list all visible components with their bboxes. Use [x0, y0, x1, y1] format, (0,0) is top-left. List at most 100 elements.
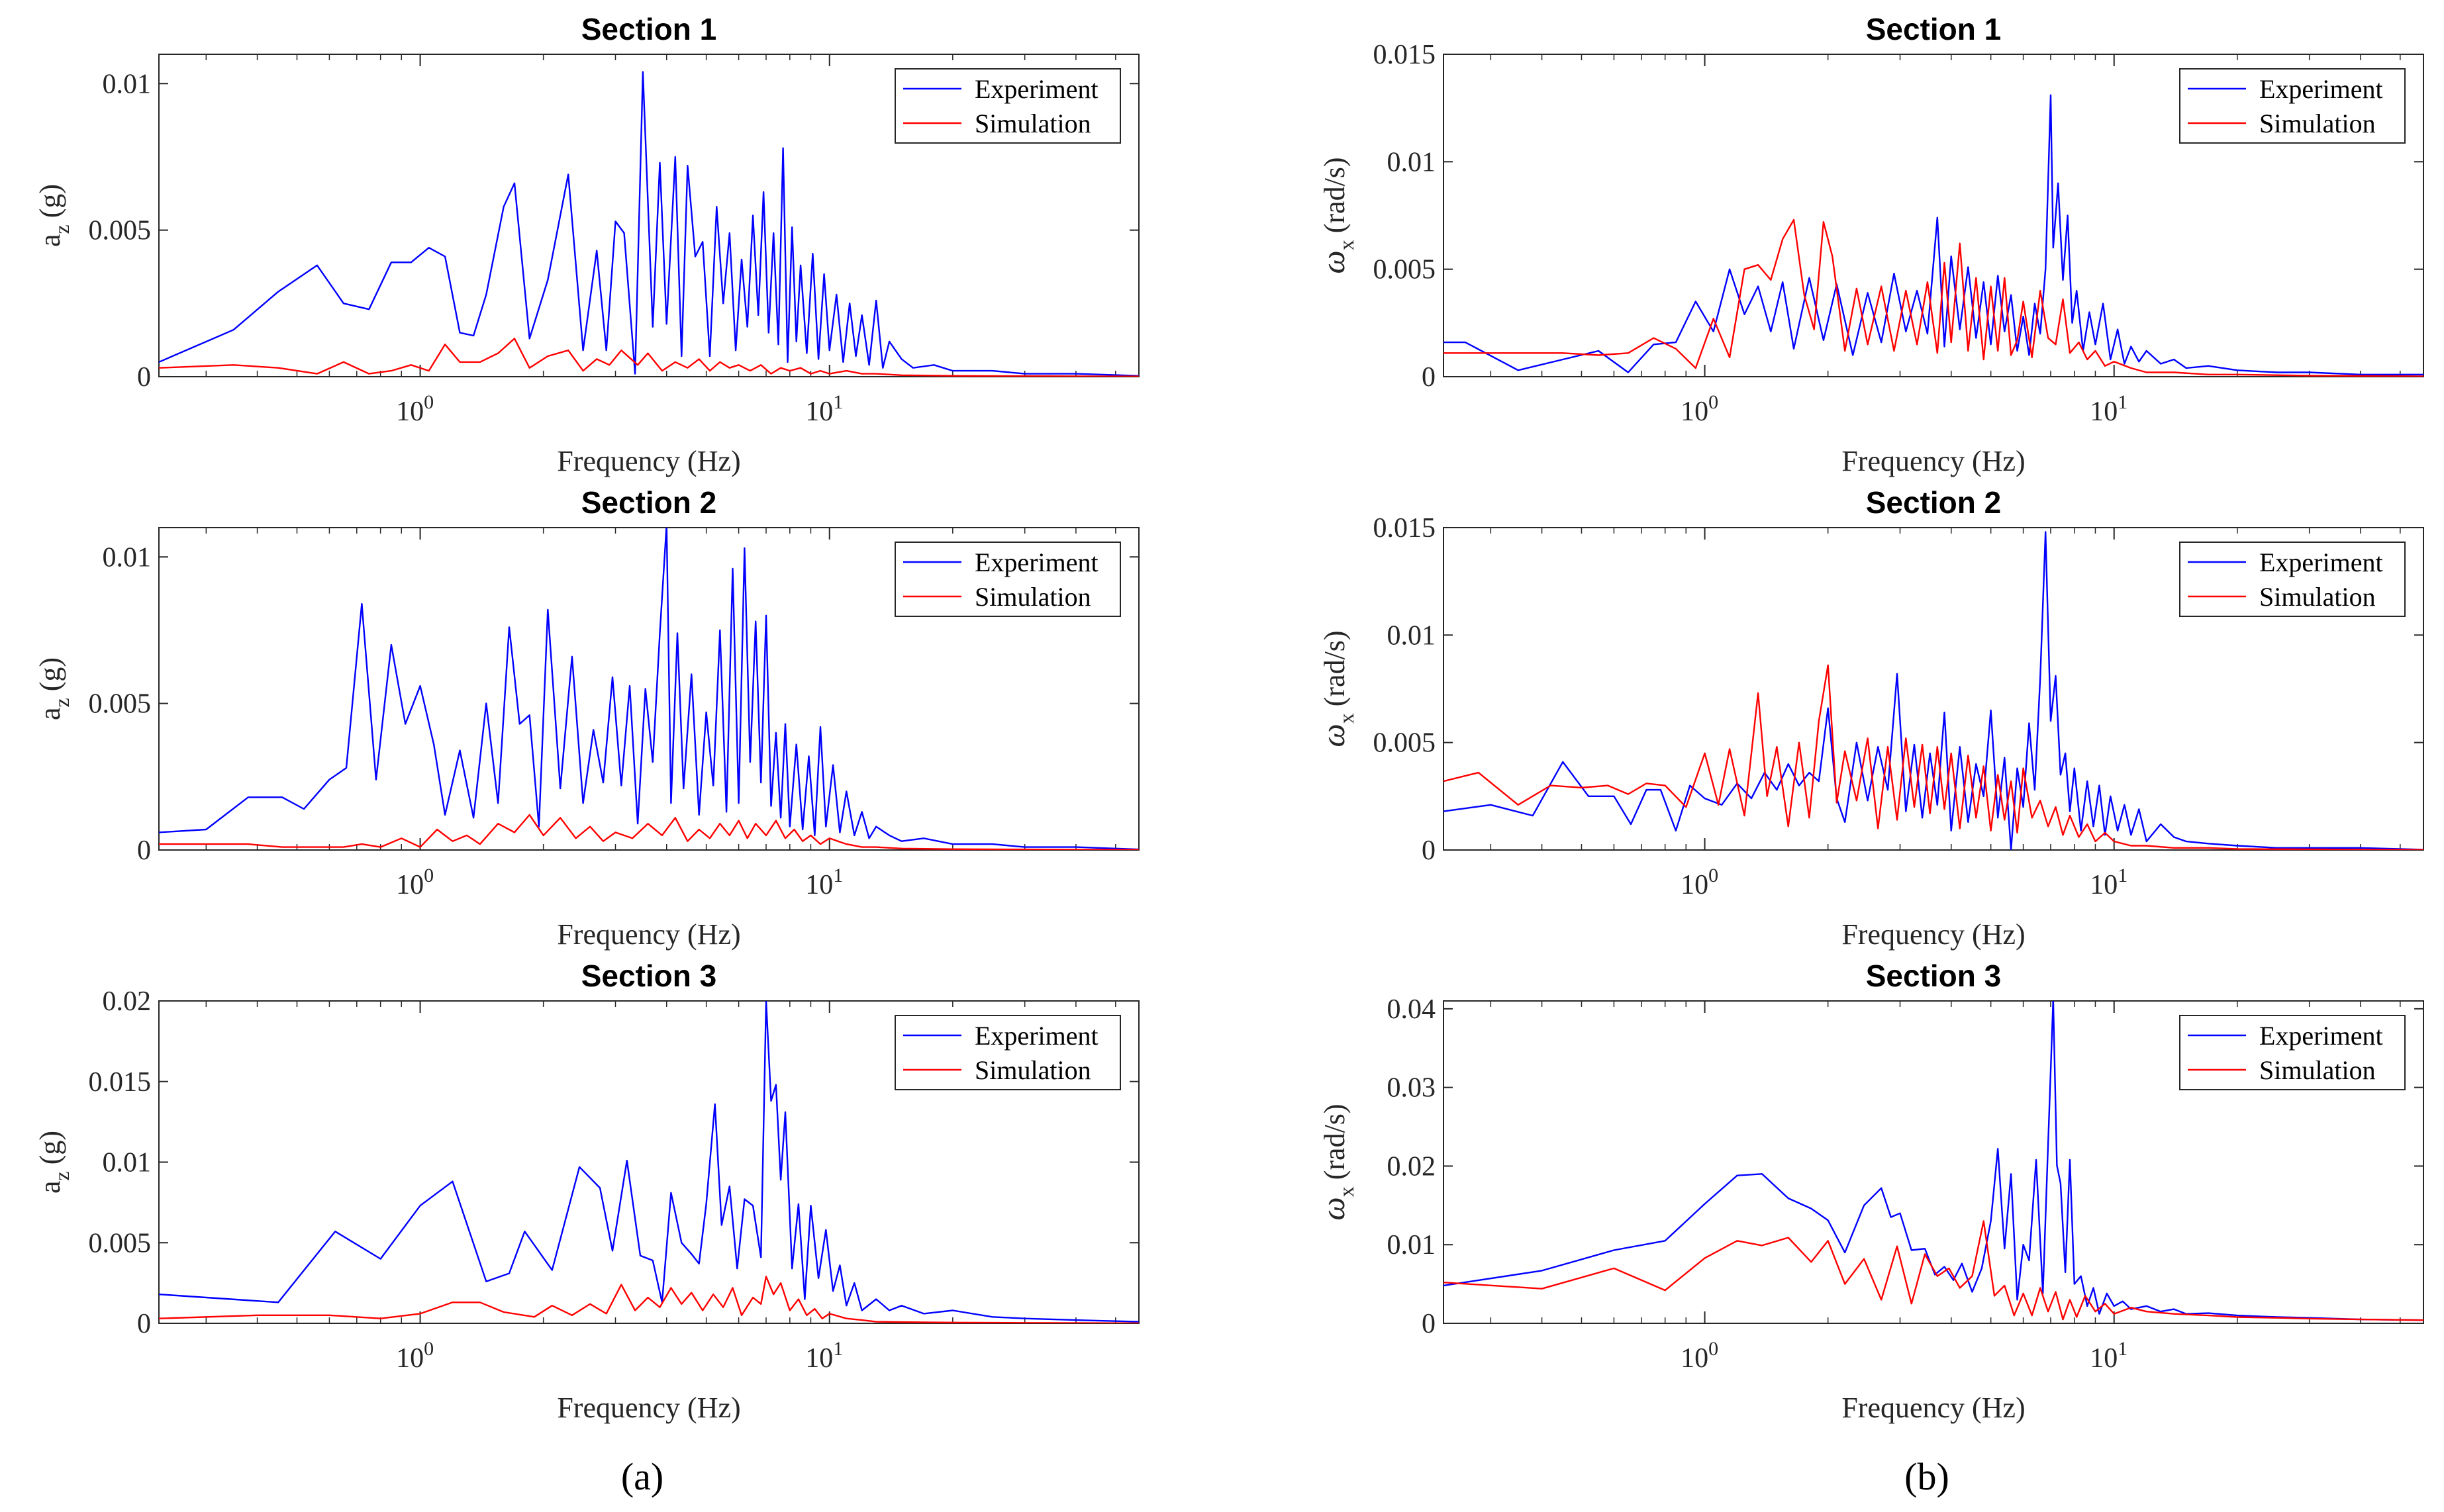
legend-label-experiment: Experiment: [2259, 547, 2383, 577]
y-tick-label: 0: [1422, 362, 1436, 393]
y-tick-label: 0.02: [1387, 1151, 1436, 1182]
chart-title: Section 2: [581, 485, 717, 520]
series-line-simulation: [1443, 1220, 2423, 1321]
x-axis-label: Frequency (Hz): [1841, 1392, 2025, 1424]
y-tick-label: 0.03: [1387, 1073, 1436, 1104]
y-tick-label: 0: [1422, 835, 1436, 866]
y-tick-label: 0.04: [1387, 994, 1436, 1025]
x-axis-label: Frequency (Hz): [1841, 918, 2025, 951]
legend-box: [895, 68, 1121, 144]
y-tick-label: 0.02: [103, 986, 152, 1017]
x-tick-label: 100: [1681, 391, 1718, 427]
y-axis-label: ωx(rad/s): [1314, 157, 1358, 273]
chart-title: Section 3: [1866, 959, 2002, 993]
chart-b2: 0 0.005 0.01 0.015 100 101 Section 2 Frequency …: [1314, 485, 2424, 951]
y-tick-label: 0: [137, 1309, 151, 1339]
chart-title: Section 1: [581, 12, 717, 46]
legend-box: [2179, 542, 2406, 617]
plot-area: [1443, 54, 2424, 377]
chart-b3: 0 0.01 0.02 0.03 0.04 100 101 Section 3 Frequenc…: [1314, 959, 2424, 1424]
y-tick-label: 0.01: [1387, 1230, 1436, 1260]
y-tick-label: 0.005: [89, 1228, 152, 1258]
x-tick-label: 101: [805, 1338, 843, 1374]
y-tick-label: 0.005: [89, 216, 152, 246]
panel-caption-b: (b): [1904, 1455, 1949, 1498]
series-line-experiment: [159, 1001, 1139, 1323]
y-axis-label: ωx(rad/s): [1314, 630, 1358, 747]
plot-area: [158, 527, 1140, 851]
y-tick-label: 0.01: [1387, 620, 1436, 651]
y-axis-label: az(g): [34, 184, 73, 247]
legend-label-simulation: Simulation: [2259, 109, 2376, 138]
legend-label-experiment: Experiment: [975, 547, 1099, 577]
chart-title: Section 3: [581, 959, 717, 993]
chart-b1: 0 0.005 0.01 0.015 100 101 Section 1 Frequency …: [1314, 12, 2424, 477]
chart-a2: 0 0.005 0.01 100 101 Section 2 Frequency (Hz) a…: [34, 485, 1140, 951]
legend-label-simulation: Simulation: [2259, 1055, 2376, 1085]
series-line-simulation: [159, 1276, 1139, 1323]
x-tick-label: 100: [396, 1338, 434, 1374]
plot-area: [158, 54, 1140, 377]
y-tick-label: 0: [137, 835, 151, 866]
legend-label-experiment: Experiment: [2259, 74, 2383, 104]
y-axis-label: az(g): [34, 657, 73, 720]
x-axis-label: Frequency (Hz): [557, 1392, 740, 1424]
legend-label-simulation: Simulation: [975, 582, 1091, 612]
series-line-experiment: [1443, 94, 2423, 375]
plots-layer: 0 0.005 0.01 100 101 Section 1 Frequency (Hz) a…: [34, 12, 2424, 1424]
y-tick-label: 0.01: [1387, 147, 1436, 177]
y-axis-label: az(g): [34, 1131, 73, 1194]
legend-box: [895, 1015, 1121, 1090]
legend-label-experiment: Experiment: [975, 74, 1099, 104]
y-tick-label: 0.01: [103, 542, 152, 573]
y-tick-label: 0.01: [103, 69, 152, 99]
chart-a3: 0 0.005 0.01 0.015 0.02 100 101 Section 3 Freque…: [34, 959, 1140, 1424]
x-tick-label: 101: [805, 865, 843, 900]
y-tick-label: 0.005: [1373, 728, 1436, 759]
series-line-experiment: [1443, 1001, 2423, 1321]
legend: Experiment Simulation: [2179, 1015, 2406, 1090]
legend-label-simulation: Simulation: [2259, 582, 2376, 612]
y-axis-label: ωx(rad/s): [1314, 1104, 1358, 1220]
x-tick-label: 101: [2090, 1338, 2127, 1374]
series-line-simulation: [159, 814, 1139, 850]
x-tick-label: 100: [1681, 865, 1718, 900]
y-tick-label: 0.005: [1373, 255, 1436, 285]
legend: Experiment Simulation: [2179, 68, 2406, 144]
x-axis-label: Frequency (Hz): [557, 445, 740, 477]
series-line-simulation: [1443, 218, 2423, 377]
series-line-experiment: [1443, 531, 2423, 850]
x-tick-label: 100: [396, 391, 434, 427]
plot-area: [1443, 527, 2424, 851]
x-axis-label: Frequency (Hz): [557, 918, 740, 951]
y-tick-label: 0.01: [103, 1148, 152, 1178]
x-tick-label: 100: [396, 865, 434, 900]
legend-label-experiment: Experiment: [975, 1021, 1099, 1051]
chart-title: Section 2: [1866, 485, 2002, 520]
legend-label-experiment: Experiment: [2259, 1021, 2383, 1051]
plot-area: [1443, 1000, 2424, 1324]
legend: Experiment Simulation: [2179, 542, 2406, 617]
y-tick-label: 0.015: [89, 1067, 152, 1098]
legend: Experiment Simulation: [895, 68, 1121, 144]
x-tick-label: 100: [1681, 1338, 1718, 1374]
panel-caption-a: (a): [621, 1455, 663, 1498]
y-tick-label: 0: [137, 362, 151, 393]
x-tick-label: 101: [805, 391, 843, 427]
x-tick-label: 101: [2090, 865, 2127, 900]
legend: Experiment Simulation: [895, 542, 1121, 617]
x-tick-label: 101: [2090, 391, 2127, 427]
x-axis-label: Frequency (Hz): [1841, 445, 2025, 477]
chart-a1: 0 0.005 0.01 100 101 Section 1 Frequency (Hz) a…: [34, 12, 1140, 477]
legend: Experiment Simulation: [895, 1015, 1121, 1090]
y-tick-label: 0: [1422, 1309, 1436, 1339]
series-line-simulation: [159, 338, 1139, 377]
y-tick-label: 0.015: [1373, 40, 1436, 70]
series-line-simulation: [1443, 664, 2423, 850]
legend-box: [2179, 68, 2406, 144]
y-tick-label: 0.005: [89, 689, 152, 720]
chart-title: Section 1: [1866, 12, 2002, 46]
legend-label-simulation: Simulation: [975, 109, 1091, 138]
legend-box: [2179, 1015, 2406, 1090]
